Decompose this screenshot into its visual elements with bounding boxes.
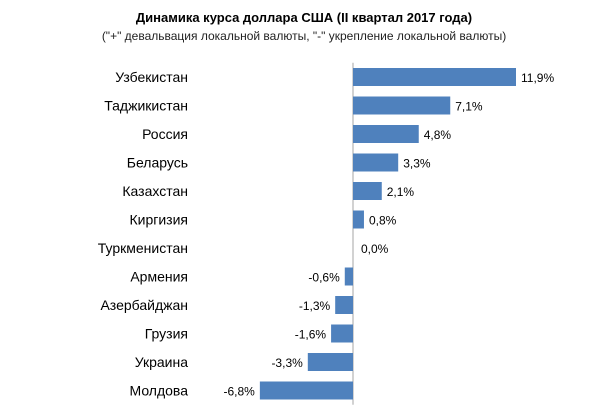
category-label: Молдова — [130, 383, 189, 399]
value-label: -6,8% — [223, 385, 255, 399]
bar — [353, 210, 364, 229]
bar — [353, 125, 419, 143]
chart-title: Динамика курса доллара США (II квартал 2… — [136, 10, 472, 25]
bar — [259, 381, 353, 400]
bar — [335, 296, 353, 314]
value-label: -1,6% — [295, 328, 327, 342]
value-label: 3,3% — [403, 157, 431, 171]
bar — [353, 96, 451, 115]
bar — [344, 267, 353, 286]
category-label: Грузия — [145, 326, 188, 342]
category-label: Таджикистан — [104, 98, 188, 114]
category-label: Киргизия — [129, 212, 188, 228]
value-label: 0,8% — [369, 214, 397, 228]
bar — [353, 182, 382, 200]
value-label: -0,6% — [308, 271, 340, 285]
chart-subtitle: ("+" девальвация локальной валюты, "-" у… — [102, 29, 506, 43]
category-label: Азербайджан — [100, 297, 188, 313]
bar — [353, 68, 516, 86]
category-label: Беларусь — [127, 155, 188, 171]
bars-group: Узбекистан 11,9% Таджикистан 7,1% Россия 4,8%… — [98, 68, 554, 400]
bar — [307, 353, 353, 371]
category-label: Туркменистан — [98, 240, 188, 256]
value-label: 7,1% — [455, 100, 483, 114]
bar — [331, 324, 353, 343]
value-label: 2,1% — [387, 185, 415, 199]
category-label: Армения — [130, 269, 188, 285]
value-label: 11,9% — [521, 71, 554, 85]
bar — [353, 153, 399, 172]
category-label: Украина — [135, 354, 189, 370]
value-label: 0,0% — [361, 242, 389, 256]
value-label: 4,8% — [424, 128, 452, 142]
value-label: -3,3% — [271, 356, 303, 370]
category-label: Казахстан — [122, 183, 188, 199]
value-label: -1,3% — [299, 299, 331, 313]
category-label: Россия — [142, 126, 188, 142]
category-label: Узбекистан — [115, 69, 188, 85]
